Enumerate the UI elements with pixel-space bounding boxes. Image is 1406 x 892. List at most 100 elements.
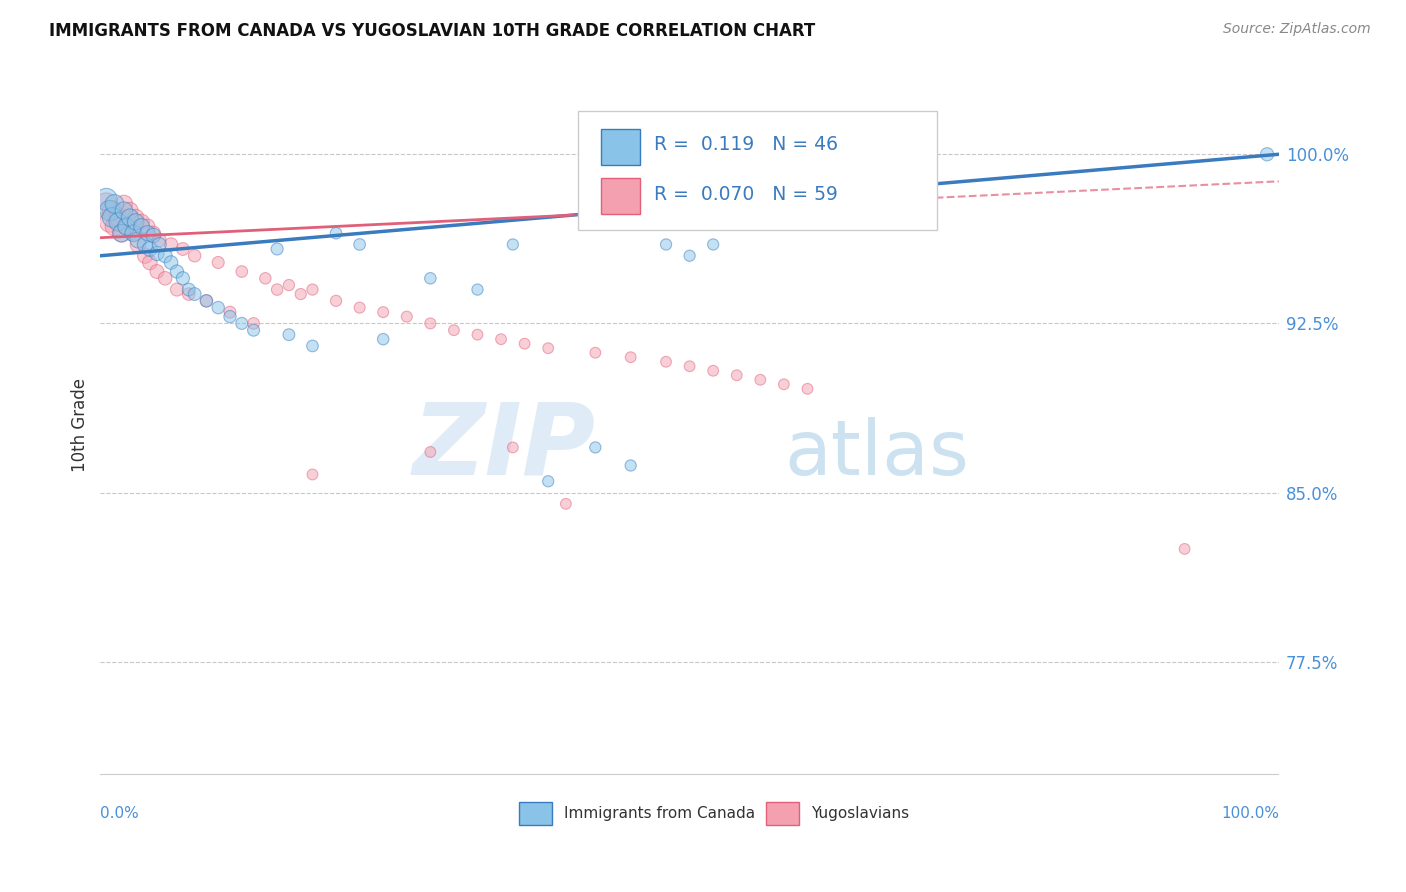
Point bbox=[583, 441, 606, 455]
Point bbox=[301, 283, 323, 297]
Point bbox=[231, 264, 253, 278]
Point bbox=[136, 219, 159, 234]
Point bbox=[1174, 541, 1197, 556]
Y-axis label: 10th Grade: 10th Grade bbox=[72, 378, 89, 472]
Point bbox=[502, 237, 524, 252]
Point bbox=[796, 382, 818, 396]
Point bbox=[373, 305, 395, 319]
Point bbox=[301, 467, 323, 482]
Point bbox=[395, 310, 418, 324]
Point bbox=[118, 211, 141, 225]
Point bbox=[443, 323, 465, 337]
Point bbox=[1256, 147, 1278, 161]
Point bbox=[122, 226, 145, 240]
Point bbox=[620, 350, 643, 364]
Point bbox=[678, 249, 700, 263]
Point bbox=[620, 458, 643, 473]
Point bbox=[127, 233, 149, 247]
Point bbox=[166, 283, 188, 297]
Point bbox=[115, 219, 138, 234]
Point bbox=[655, 355, 678, 369]
Point bbox=[142, 226, 165, 240]
Point bbox=[419, 445, 441, 459]
Point bbox=[183, 287, 205, 301]
Point bbox=[242, 317, 264, 331]
Text: ZIP: ZIP bbox=[412, 398, 595, 495]
Point bbox=[131, 219, 153, 234]
Point bbox=[122, 226, 145, 240]
Point bbox=[254, 271, 277, 285]
Point bbox=[125, 215, 148, 229]
Point bbox=[207, 301, 229, 315]
Point bbox=[160, 237, 183, 252]
Point bbox=[148, 233, 170, 247]
Point bbox=[419, 317, 441, 331]
Point bbox=[702, 237, 724, 252]
Point bbox=[349, 237, 371, 252]
Point bbox=[153, 271, 176, 285]
Point bbox=[107, 215, 129, 229]
Point bbox=[277, 278, 299, 293]
Point bbox=[325, 226, 347, 240]
Text: 100.0%: 100.0% bbox=[1220, 806, 1279, 822]
Point bbox=[219, 310, 242, 324]
Point bbox=[148, 237, 170, 252]
Point bbox=[349, 301, 371, 315]
Point bbox=[277, 327, 299, 342]
Point bbox=[266, 242, 288, 256]
Point bbox=[107, 211, 129, 225]
Point bbox=[301, 339, 323, 353]
Text: R =  0.119   N = 46: R = 0.119 N = 46 bbox=[654, 135, 838, 153]
FancyBboxPatch shape bbox=[519, 802, 551, 825]
Point bbox=[146, 246, 169, 260]
FancyBboxPatch shape bbox=[578, 111, 938, 230]
Point bbox=[118, 203, 141, 218]
Point bbox=[136, 226, 159, 240]
Point bbox=[177, 283, 200, 297]
Point bbox=[207, 255, 229, 269]
Point bbox=[195, 293, 218, 308]
Point bbox=[112, 203, 135, 218]
Text: atlas: atlas bbox=[785, 417, 969, 491]
Point bbox=[172, 271, 194, 285]
Text: IMMIGRANTS FROM CANADA VS YUGOSLAVIAN 10TH GRADE CORRELATION CHART: IMMIGRANTS FROM CANADA VS YUGOSLAVIAN 10… bbox=[49, 22, 815, 40]
Point bbox=[513, 336, 536, 351]
Point bbox=[419, 271, 441, 285]
Point bbox=[96, 193, 118, 207]
Point bbox=[125, 211, 148, 225]
Point bbox=[749, 373, 772, 387]
Point bbox=[231, 317, 253, 331]
Point bbox=[146, 264, 169, 278]
Point bbox=[678, 359, 700, 374]
Point bbox=[112, 197, 135, 211]
Point bbox=[101, 211, 124, 225]
Text: Source: ZipAtlas.com: Source: ZipAtlas.com bbox=[1223, 22, 1371, 37]
Point bbox=[139, 255, 162, 269]
Point bbox=[702, 364, 724, 378]
Point bbox=[554, 497, 576, 511]
Point bbox=[134, 237, 156, 252]
Point bbox=[110, 226, 132, 240]
Point bbox=[96, 197, 118, 211]
Point bbox=[773, 377, 796, 392]
Point bbox=[655, 237, 678, 252]
Point bbox=[373, 332, 395, 346]
Point bbox=[142, 228, 165, 243]
Point bbox=[131, 215, 153, 229]
Point bbox=[115, 219, 138, 234]
Point bbox=[177, 287, 200, 301]
Point bbox=[101, 203, 124, 218]
Point bbox=[103, 219, 125, 234]
FancyBboxPatch shape bbox=[766, 802, 799, 825]
Point bbox=[266, 283, 288, 297]
Point bbox=[160, 255, 183, 269]
FancyBboxPatch shape bbox=[602, 178, 640, 214]
Point bbox=[153, 249, 176, 263]
Point bbox=[139, 242, 162, 256]
Point bbox=[725, 368, 748, 383]
Point bbox=[172, 242, 194, 256]
Point bbox=[134, 249, 156, 263]
Point bbox=[467, 327, 489, 342]
Point bbox=[110, 226, 132, 240]
Point bbox=[183, 249, 205, 263]
